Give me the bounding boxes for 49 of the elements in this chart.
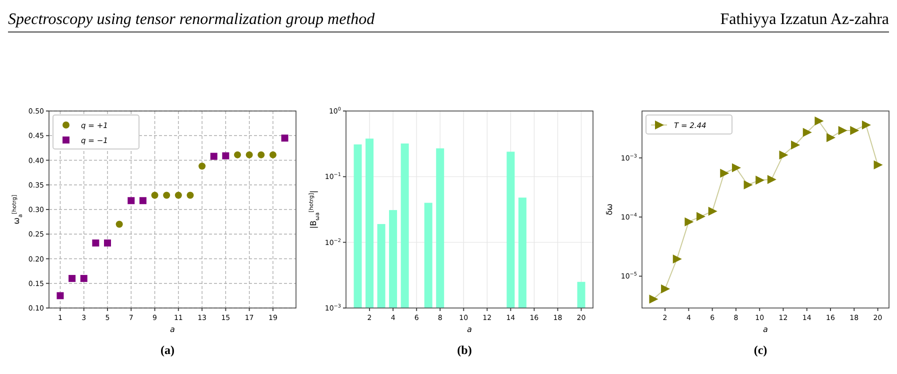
point: [269, 151, 276, 158]
point: [732, 163, 741, 172]
x-axis-title: a: [170, 325, 176, 334]
point: [139, 197, 146, 204]
point: [826, 133, 836, 142]
y-axis-title: δω: [605, 203, 614, 216]
point: [814, 116, 824, 126]
point: [791, 140, 800, 150]
point: [210, 152, 218, 160]
text: Spectroscopy using tensor renormalization group method: [8, 11, 376, 28]
point: [684, 217, 694, 226]
point: [744, 180, 753, 190]
x-axis-title: a: [763, 325, 768, 334]
point: [767, 175, 776, 184]
point: [779, 150, 788, 160]
point: [68, 274, 76, 282]
text: Fathiyya Izzatun Az-zahra: [720, 11, 889, 28]
point: [174, 192, 182, 199]
point: [234, 151, 241, 158]
point: [116, 220, 123, 228]
point: [708, 206, 718, 216]
text: (c): [754, 343, 768, 357]
point: [198, 162, 206, 170]
point: [696, 212, 706, 222]
point: [672, 254, 682, 264]
text: (b): [457, 343, 472, 357]
point: [128, 197, 135, 204]
point: [246, 151, 253, 158]
point: [80, 274, 88, 282]
point: [838, 126, 848, 136]
point: [92, 239, 100, 246]
point: [258, 151, 265, 158]
point: [862, 120, 871, 130]
point: [104, 239, 111, 246]
point: [186, 192, 194, 199]
text: (a): [160, 343, 174, 357]
point: [850, 126, 860, 136]
point: [802, 128, 812, 137]
point: [222, 152, 230, 160]
point: [649, 294, 658, 304]
point: [874, 160, 883, 170]
point: [151, 192, 158, 199]
point: [661, 284, 670, 294]
x-axis-title: a: [467, 325, 472, 334]
point: [163, 192, 170, 199]
point: [756, 176, 765, 185]
point: [720, 168, 730, 178]
point: [281, 134, 288, 142]
point: [56, 292, 64, 300]
